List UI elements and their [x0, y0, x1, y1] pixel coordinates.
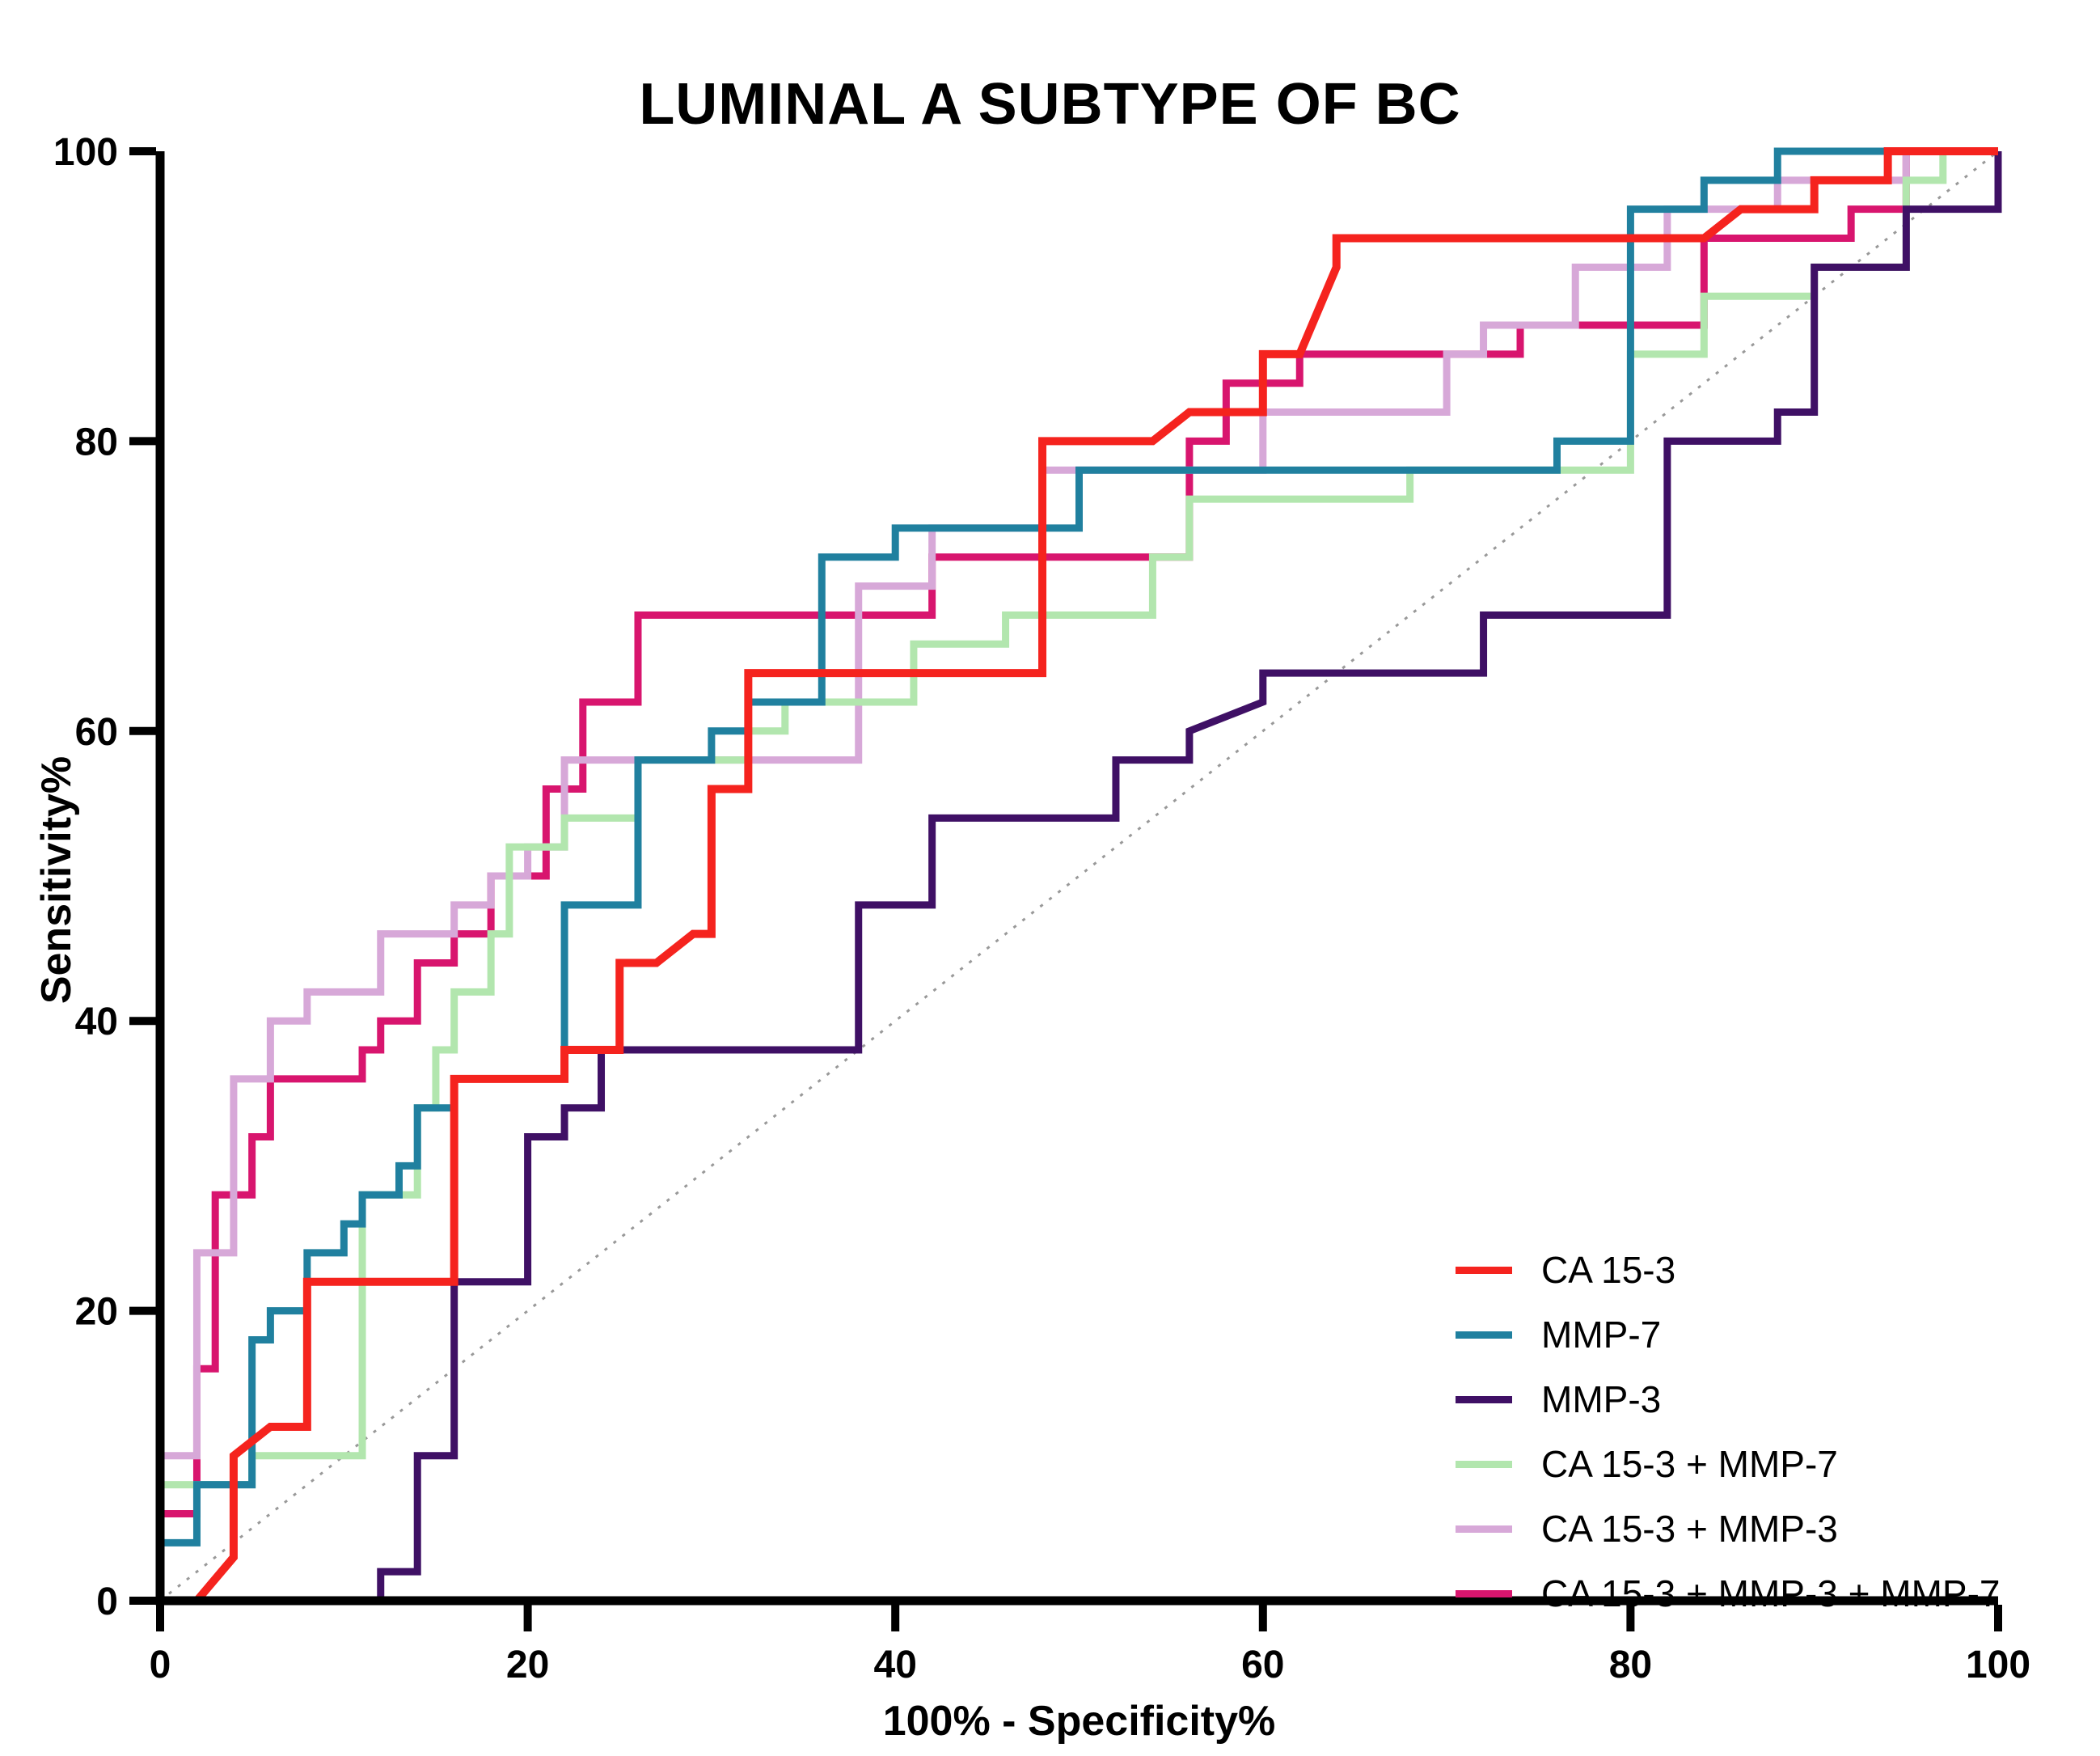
series-mmp-7 — [156, 147, 1998, 1601]
legend-item: CA 15-3 — [1456, 1238, 2001, 1302]
legend: CA 15-3 MMP-7 MMP-3 CA 15-3 + MMP-7 CA 15-3 … — [1456, 1238, 2001, 1626]
y-tick-label-0: 0 — [96, 1580, 118, 1623]
axis-lines — [155, 151, 1998, 1606]
legend-item: CA 15-3 + MMP-7 — [1456, 1432, 2001, 1496]
y-tick-label-60: 60 — [75, 711, 118, 754]
y-tick-label-40: 40 — [75, 1001, 118, 1043]
x-tick-label-100: 100 — [1966, 1644, 2030, 1686]
x-tick-label-60: 60 — [1241, 1644, 1284, 1686]
legend-swatch — [1456, 1589, 1512, 1597]
legend-item: CA 15-3 + MMP-3 + MMP-7 — [1456, 1561, 2001, 1626]
x-tick-label-40: 40 — [874, 1644, 917, 1686]
legend-swatch — [1456, 1331, 1512, 1339]
x-axis-title: 100% - Specificity% — [882, 1698, 1276, 1745]
legend-swatch — [1456, 1395, 1512, 1403]
y-tick-label-80: 80 — [75, 421, 118, 463]
legend-label: MMP-7 — [1541, 1314, 1662, 1356]
legend-item: MMP-3 — [1456, 1367, 2001, 1432]
x-tick-label-20: 20 — [506, 1644, 549, 1686]
y-tick-label-100: 100 — [53, 131, 118, 174]
legend-swatch — [1456, 1266, 1512, 1274]
legend-label: CA 15-3 + MMP-3 — [1541, 1508, 1838, 1550]
legend-label: CA 15-3 + MMP-3 + MMP-7 — [1541, 1572, 2001, 1614]
series-ca-15-3-mmp-3 — [156, 147, 1998, 1601]
legend-item: MMP-7 — [1456, 1302, 2001, 1367]
legend-item: CA 15-3 + MMP-3 — [1456, 1496, 2001, 1561]
legend-label: CA 15-3 + MMP-7 — [1541, 1443, 1838, 1485]
chart-title: LUMINAL A SUBTYPE OF BC — [639, 72, 1461, 137]
series-ca-15-3 — [160, 147, 1998, 1605]
legend-label: CA 15-3 — [1541, 1249, 1676, 1291]
series-mmp-3 — [160, 151, 2002, 1605]
x-tick-label-80: 80 — [1609, 1644, 1652, 1686]
x-tick-label-0: 0 — [150, 1644, 171, 1686]
legend-swatch — [1456, 1460, 1512, 1468]
y-axis-title: Sensitivity% — [33, 755, 80, 1005]
legend-label: MMP-3 — [1541, 1378, 1662, 1420]
legend-swatch — [1456, 1525, 1512, 1533]
y-tick-label-20: 20 — [75, 1291, 118, 1334]
